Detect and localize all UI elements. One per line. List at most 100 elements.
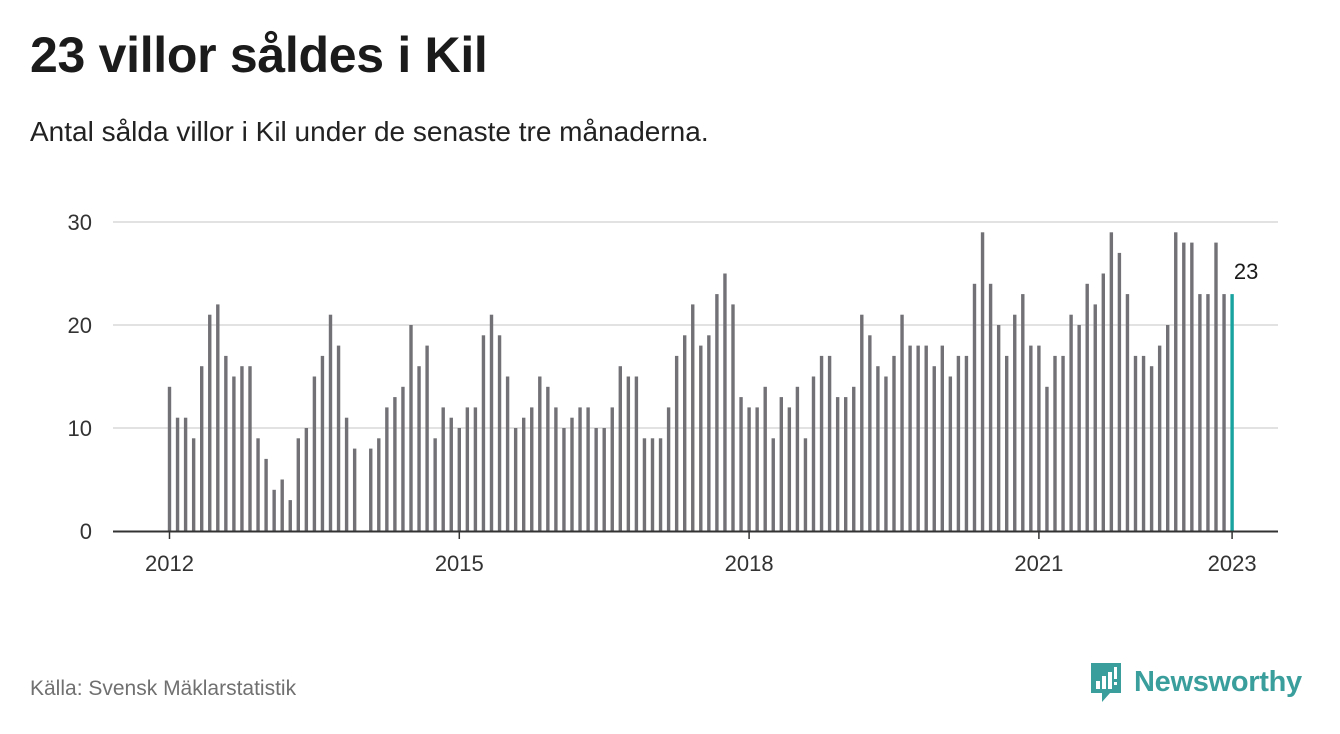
- bar: [240, 366, 244, 531]
- bar: [835, 397, 840, 531]
- bar: [1021, 294, 1025, 531]
- bar: [634, 376, 639, 531]
- y-tick-label: 20: [68, 313, 92, 338]
- bar: [369, 448, 373, 531]
- bar: [336, 345, 341, 531]
- bar: [441, 407, 445, 531]
- bar: [868, 335, 872, 531]
- bar: [208, 314, 212, 531]
- bar: [811, 376, 816, 531]
- bar: [296, 438, 300, 531]
- bar: [1045, 386, 1049, 531]
- bar: [787, 407, 792, 531]
- bar: [1077, 325, 1081, 531]
- bar: [924, 345, 928, 531]
- bar: [304, 428, 309, 531]
- bar: [280, 479, 284, 531]
- bar: [401, 386, 405, 531]
- bar: [513, 428, 518, 531]
- bar: [1037, 345, 1041, 531]
- bar: [473, 407, 478, 531]
- bar: [771, 438, 775, 531]
- brand-name: Newsworthy: [1134, 665, 1302, 698]
- bar: [497, 335, 502, 531]
- bar: [586, 407, 590, 531]
- bar: [747, 407, 751, 531]
- bar: [1101, 273, 1105, 531]
- bar: [288, 500, 292, 531]
- x-tick-label: 2012: [145, 551, 194, 576]
- bar: [1029, 345, 1033, 531]
- bar: [328, 314, 333, 531]
- bar: [248, 366, 252, 531]
- bar: [1061, 355, 1065, 531]
- bar: [489, 314, 494, 531]
- bar: [683, 335, 687, 531]
- bar: [465, 407, 470, 531]
- chart-subtitle: Antal sålda villor i Kil under de senast…: [30, 116, 709, 147]
- bar: [908, 345, 912, 531]
- bar: [1206, 294, 1210, 531]
- bar: [409, 325, 413, 531]
- bar: [1149, 366, 1154, 531]
- bar: [916, 345, 920, 531]
- bar: [852, 386, 856, 531]
- bar: [1174, 232, 1178, 532]
- bar: [546, 386, 550, 531]
- bar: [699, 345, 703, 531]
- bar: [819, 355, 824, 531]
- bar: [1117, 252, 1122, 531]
- bar: [691, 304, 695, 531]
- bar: [876, 366, 880, 531]
- bar: [707, 335, 711, 531]
- bar: [272, 489, 276, 531]
- bar: [1182, 242, 1186, 531]
- bar: [996, 325, 1001, 531]
- bar: [183, 417, 188, 531]
- bar: [860, 314, 864, 531]
- bar: [1013, 314, 1017, 531]
- bar-highlight: [1230, 294, 1234, 531]
- bar: [610, 407, 614, 531]
- x-tick-label: 2015: [435, 551, 484, 576]
- bar: [980, 232, 985, 532]
- bar: [578, 407, 582, 531]
- bar: [175, 417, 180, 531]
- bar: [844, 397, 848, 531]
- bar: [1222, 294, 1226, 531]
- bar: [1125, 294, 1130, 531]
- bar: [723, 273, 727, 531]
- bar: [892, 355, 896, 531]
- bar: [1157, 345, 1162, 531]
- bar: [554, 407, 558, 531]
- bar: [505, 376, 510, 531]
- bar: [642, 438, 647, 531]
- bar: [393, 397, 397, 531]
- bar: [562, 428, 566, 531]
- bar: [417, 366, 421, 531]
- bar: [626, 376, 631, 531]
- bar: [940, 345, 944, 531]
- bar: [200, 366, 204, 531]
- bar: [1166, 325, 1170, 531]
- bar: [988, 283, 993, 531]
- bar: [1005, 355, 1009, 531]
- brand-logo: Newsworthy: [1088, 660, 1302, 704]
- bar: [320, 355, 325, 531]
- y-tick-label: 30: [68, 210, 92, 235]
- bar: [1085, 283, 1089, 531]
- bar: [731, 304, 735, 531]
- bar: [457, 428, 461, 531]
- bar: [538, 376, 542, 531]
- bar: [755, 407, 759, 531]
- bar: [803, 438, 808, 531]
- bar: [658, 438, 663, 531]
- bar: [1214, 242, 1218, 531]
- bar: [972, 283, 977, 531]
- bar: [433, 438, 437, 531]
- bar: [377, 438, 381, 531]
- bar: [779, 397, 783, 531]
- bar: [570, 417, 574, 531]
- bar: [884, 376, 888, 531]
